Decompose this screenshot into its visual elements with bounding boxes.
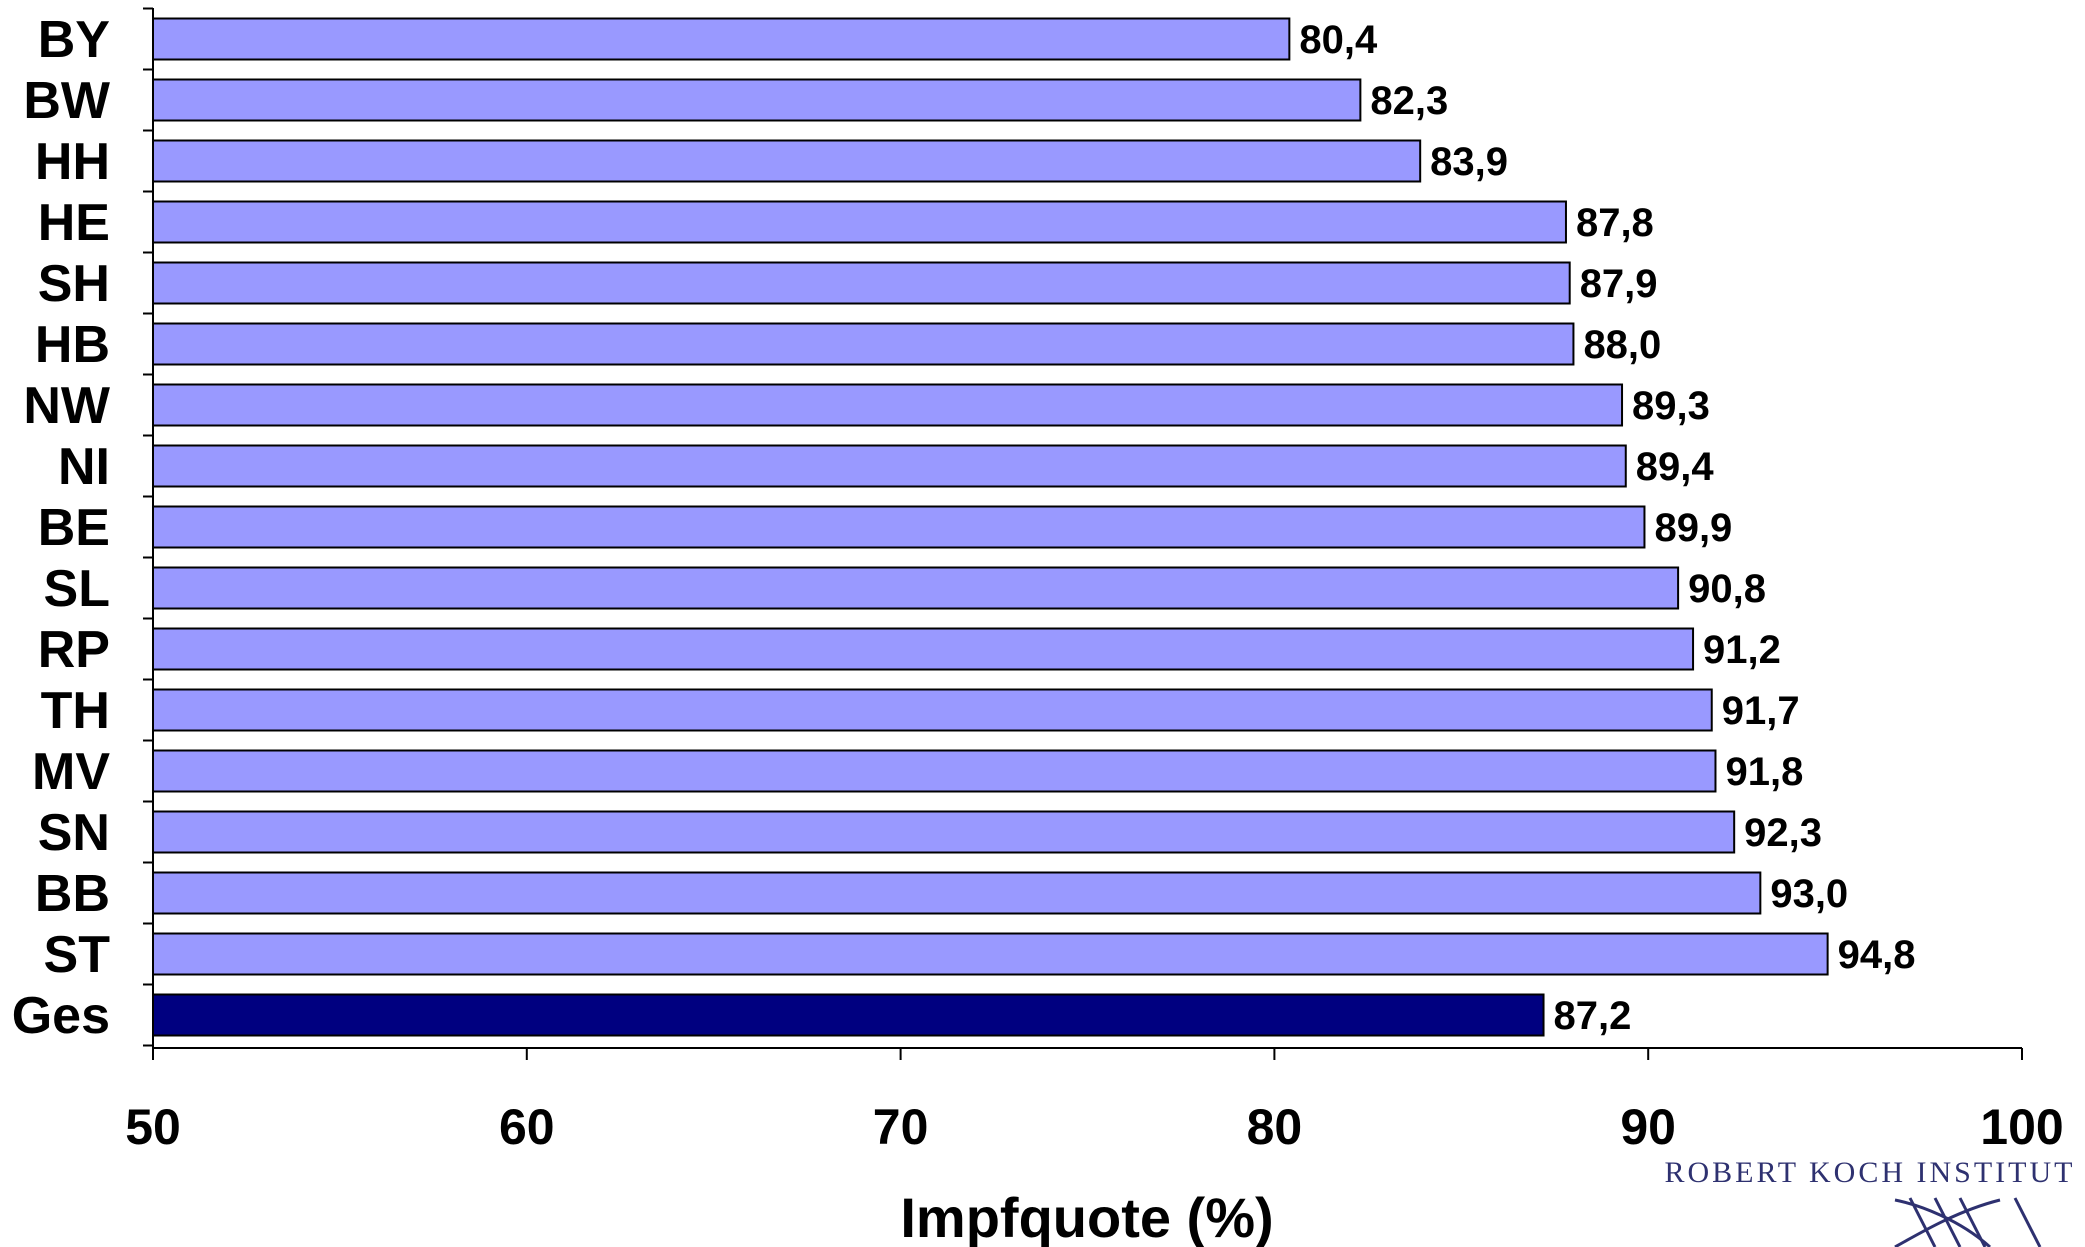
category-label-be: BE	[38, 499, 110, 557]
x-tick-label-60: 60	[499, 1099, 555, 1155]
value-label-nw: 89,3	[1632, 384, 1710, 428]
value-label-ni: 89,4	[1636, 445, 1715, 489]
logo-emblem-icon	[1894, 1197, 2042, 1247]
x-axis-title: Impfquote (%)	[900, 1186, 1273, 1247]
value-label-sh: 87,9	[1580, 262, 1658, 306]
axes-group: 50 60 70 80 90 100	[125, 7, 2064, 1155]
value-label-st: 94,8	[1838, 933, 1916, 977]
category-label-th: TH	[41, 682, 110, 740]
category-label-mv: MV	[32, 743, 110, 801]
category-label-by: BY	[38, 11, 110, 69]
x-tick-label-90: 90	[1620, 1099, 1676, 1155]
bar-nw	[152, 383, 1624, 427]
category-label-he: HE	[38, 194, 110, 252]
x-tick-label-70: 70	[873, 1099, 929, 1155]
category-label-hb: HB	[35, 316, 110, 374]
robert-koch-institut-logo: ROBERT KOCH INSTITUT	[1665, 1156, 2076, 1247]
value-label-hb: 88,0	[1583, 323, 1661, 367]
value-label-by: 80,4	[1299, 18, 1378, 62]
value-label-sl: 90,8	[1688, 567, 1766, 611]
bar-bw	[152, 78, 1362, 122]
bar-mv	[152, 749, 1717, 793]
logo-text: ROBERT KOCH INSTITUT	[1665, 1156, 2076, 1189]
category-label-sn: SN	[38, 804, 110, 862]
category-label-ni: NI	[58, 438, 110, 496]
bar-sh	[152, 261, 1571, 305]
bar-sn	[152, 810, 1736, 854]
category-label-nw: NW	[23, 377, 111, 435]
bars-group	[152, 17, 1829, 1037]
value-label-sn: 92,3	[1744, 811, 1822, 855]
value-label-mv: 91,8	[1725, 750, 1803, 794]
value-label-rp: 91,2	[1703, 628, 1781, 672]
category-label-sh: SH	[38, 255, 110, 313]
value-label-th: 91,7	[1722, 689, 1800, 733]
bar-hb	[152, 322, 1575, 366]
category-label-hh: HH	[35, 133, 110, 191]
value-labels: 80,4 82,3 83,9 87,8 87,9 88,0 89,3 89,4 89,9 90,8…	[1299, 18, 1915, 1038]
bar-hh	[152, 139, 1422, 183]
category-label-st: ST	[44, 926, 111, 984]
value-label-hh: 83,9	[1430, 140, 1508, 184]
bar-th	[152, 688, 1713, 732]
value-label-bb: 93,0	[1770, 872, 1848, 916]
bar-sl	[152, 566, 1680, 610]
x-tick-label-50: 50	[125, 1099, 181, 1155]
category-label-ges: Ges	[12, 987, 110, 1045]
bar-be	[152, 505, 1646, 549]
bar-ni	[152, 444, 1627, 488]
bar-bb	[152, 871, 1762, 915]
x-tick-label-80: 80	[1247, 1099, 1303, 1155]
category-label-rp: RP	[38, 621, 110, 679]
x-tick-label-100: 100	[1980, 1099, 2063, 1155]
value-label-bw: 82,3	[1370, 79, 1448, 123]
bar-rp	[152, 627, 1695, 671]
category-label-bb: BB	[35, 865, 110, 923]
bar-by	[152, 17, 1291, 61]
value-label-ges: 87,2	[1554, 994, 1632, 1038]
category-label-bw: BW	[23, 72, 111, 130]
bar-he	[152, 200, 1567, 244]
bar-ges	[152, 993, 1545, 1037]
category-label-sl: SL	[44, 560, 110, 618]
value-label-he: 87,8	[1576, 201, 1654, 245]
value-label-be: 89,9	[1654, 506, 1732, 550]
bar-st	[152, 932, 1829, 976]
